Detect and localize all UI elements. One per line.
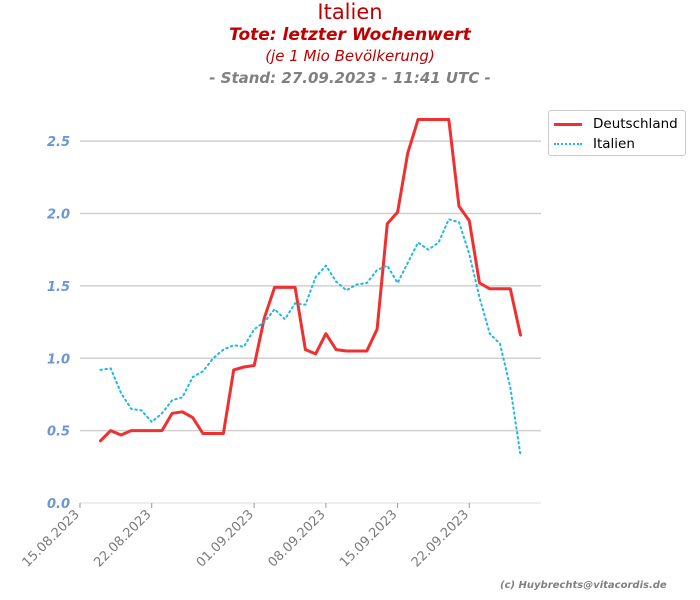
x-tick-label: 22.09.2023 xyxy=(409,507,472,570)
y-tick-label: 1.0 xyxy=(47,352,70,367)
legend-label-deutschland: Deutschland xyxy=(593,116,678,132)
legend: Deutschland Italien xyxy=(548,110,686,156)
x-tick-label: 22.08.2023 xyxy=(91,507,154,570)
x-tick-label: 08.09.2023 xyxy=(265,507,328,570)
y-tick-label: 2.0 xyxy=(47,208,70,223)
chart-subtitle: Tote: letzter Wochenwert xyxy=(229,25,471,45)
legend-item-deutschland: Deutschland xyxy=(549,114,685,134)
legend-item-italien: Italien xyxy=(549,134,685,154)
legend-swatch-deutschland xyxy=(554,123,582,126)
y-tick-label: 0.0 xyxy=(47,497,70,512)
y-tick-label: 0.5 xyxy=(47,425,70,440)
series-line-deutschland xyxy=(99,118,522,443)
y-tick-label: 2.5 xyxy=(47,135,70,150)
legend-label-italien: Italien xyxy=(593,136,635,152)
chart-subtitle-unit: (je 1 Mio Bevölkerung) xyxy=(265,47,435,65)
chart-title: Italien xyxy=(317,0,383,24)
y-axis-ticks: 0.0 0.5 1.0 1.5 2.0 2.5 xyxy=(47,135,70,512)
chart-timestamp: - Stand: 27.09.2023 - 11:41 UTC - xyxy=(209,69,491,87)
x-axis-ticks: 15.08.2023 22.08.2023 01.09.2023 08.09.2023… xyxy=(20,503,472,570)
series-lines xyxy=(99,118,522,457)
x-tick-label: 15.09.2023 xyxy=(337,507,400,570)
grid-lines xyxy=(80,140,541,432)
x-tick-label: 15.08.2023 xyxy=(20,507,83,570)
series-line-italien xyxy=(99,218,522,457)
copyright-credit: (c) Huybrechts@vitacordis.de xyxy=(500,580,667,591)
y-tick-label: 1.5 xyxy=(47,280,70,295)
x-tick-label: 01.09.2023 xyxy=(194,507,257,570)
legend-swatch-italien xyxy=(554,143,582,145)
